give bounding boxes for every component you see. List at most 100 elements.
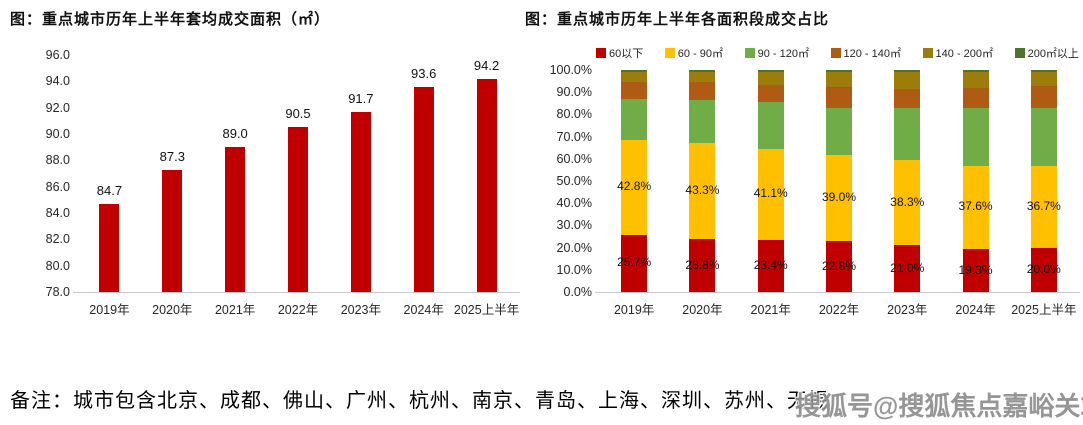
x-axis-category-label: 2023年 (887, 303, 928, 317)
x-axis-category-label: 2022年 (818, 303, 860, 317)
segment-60以下 (894, 245, 921, 292)
bar-value-label: 90.5 (285, 106, 311, 122)
segment-200㎡以上 (757, 70, 784, 73)
segment-value-label: 43.3% (685, 183, 720, 198)
segment-90 - 120㎡ (962, 107, 989, 166)
segment-200㎡以上 (894, 70, 921, 73)
segment-60 - 90㎡ (757, 148, 784, 241)
bar-2019年 (99, 203, 120, 292)
segment-value-label: 37.6% (958, 199, 993, 214)
y-axis-tick-label: 96.0 (45, 48, 70, 62)
y-axis-tick-label: 80.0 (45, 258, 70, 273)
segment-value-label: 25.7% (617, 255, 652, 270)
right-chart-title: 图：重点城市历年上半年各面积段成交占比 (525, 12, 830, 28)
bar-value-label: 93.6 (411, 65, 437, 81)
segment-value-label: 41.1% (753, 186, 788, 201)
legend-item: 140 - 200㎡ (922, 45, 993, 61)
segment-60以下 (826, 241, 852, 292)
segment-value-label: 23.8% (685, 257, 720, 272)
bar-value-label: 87.3 (159, 148, 185, 164)
legend-item: 120 - 140㎡ (830, 45, 901, 61)
legend-item: 200㎡以上 (1014, 45, 1079, 61)
legend-swatch-icon (744, 48, 755, 58)
x-axis-category-label: 2025上半年 (1011, 303, 1077, 317)
legend-swatch-icon (830, 48, 841, 58)
y-axis-tick-label: 82.0 (45, 232, 70, 247)
segment-60以下 (757, 240, 784, 292)
legend-label: 120 - 140㎡ (843, 48, 901, 60)
x-axis-line (73, 292, 520, 293)
legend-swatch-icon (664, 48, 675, 58)
legend-swatch-icon (1014, 48, 1025, 58)
x-axis-category-label: 2025上半年 (453, 303, 520, 317)
y-axis-tick-label: 0.0% (563, 285, 593, 299)
y-axis-tick-label: 86.0 (45, 179, 70, 194)
segment-60 - 90㎡ (621, 139, 648, 235)
bar-2022年 (288, 127, 308, 292)
segment-140 - 200㎡ (962, 72, 989, 88)
y-axis-tick-label: 92.0 (45, 100, 70, 115)
bar-value-label: 84.7 (96, 182, 123, 198)
y-axis-tick-label: 88.0 (45, 153, 70, 168)
bar-2024年 (413, 86, 434, 292)
segment-90 - 120㎡ (621, 99, 648, 140)
x-axis-category-label: 2021年 (214, 303, 256, 317)
segment-value-label: 39.0% (821, 190, 857, 205)
legend-swatch-icon (596, 48, 606, 58)
segment-90 - 120㎡ (689, 99, 716, 144)
y-axis-tick-label: 90.0% (556, 85, 592, 100)
y-axis-tick-label: 20.0% (556, 240, 592, 255)
bar-value-label: 94.2 (473, 57, 500, 73)
segment-140 - 200㎡ (757, 72, 784, 85)
segment-200㎡以上 (621, 70, 648, 72)
y-axis-tick-label: 78.0 (45, 285, 70, 299)
segment-140 - 200㎡ (1030, 72, 1057, 86)
segment-200㎡以上 (1030, 70, 1057, 73)
segment-value-label: 21.0% (890, 260, 925, 275)
y-axis-tick-label: 100.0% (549, 63, 592, 77)
y-axis-tick-label: 70.0% (556, 129, 592, 144)
segment-200㎡以上 (962, 70, 989, 73)
segment-value-label: 22.8% (821, 258, 857, 273)
bar-2020年 (162, 169, 183, 292)
segment-120 - 140㎡ (894, 89, 921, 108)
x-axis-category-label: 2022年 (277, 303, 319, 317)
segment-200㎡以上 (689, 70, 716, 72)
segment-90 - 120㎡ (894, 107, 921, 161)
legend-label: 60以下 (609, 48, 644, 60)
bar-2025上半年 (476, 78, 497, 292)
y-axis-tick-label: 90.0 (45, 127, 70, 141)
x-axis-category-label: 2021年 (750, 303, 791, 317)
x-axis-category-label: 2024年 (955, 303, 996, 317)
segment-60 - 90㎡ (962, 165, 989, 250)
y-axis-tick-label: 60.0% (556, 151, 592, 166)
y-axis-tick-label: 40.0% (556, 196, 592, 211)
legend-item: 90 - 120㎡ (744, 45, 809, 61)
legend-label: 60 - 90㎡ (677, 48, 724, 60)
segment-140 - 200㎡ (826, 72, 852, 87)
segment-120 - 140㎡ (689, 82, 716, 100)
segment-120 - 140㎡ (1030, 85, 1057, 108)
segment-120 - 140㎡ (757, 84, 784, 102)
legend-swatch-icon (922, 48, 933, 58)
left-chart-title: 图：重点城市历年上半年套均成交面积（㎡） (10, 12, 331, 28)
x-axis-category-label: 2019年 (89, 303, 130, 317)
legend-item: 60 - 90㎡ (664, 45, 724, 61)
x-axis-category-label: 2020年 (152, 303, 193, 317)
y-axis-tick-label: 10.0% (556, 262, 592, 277)
y-axis-tick-label: 30.0% (556, 218, 592, 233)
legend-label: 90 - 120㎡ (757, 48, 809, 60)
segment-value-label: 23.4% (753, 258, 788, 273)
segment-140 - 200㎡ (689, 71, 716, 83)
x-axis-category-label: 2020年 (682, 303, 723, 317)
segment-90 - 120㎡ (757, 101, 784, 149)
segment-60 - 90㎡ (826, 154, 852, 242)
x-axis-category-label: 2023年 (340, 303, 381, 317)
x-axis-line (595, 292, 1080, 293)
y-axis-tick-label: 50.0% (556, 174, 592, 188)
segment-140 - 200㎡ (621, 71, 648, 83)
segment-90 - 120㎡ (1030, 107, 1057, 167)
segment-200㎡以上 (826, 70, 852, 73)
